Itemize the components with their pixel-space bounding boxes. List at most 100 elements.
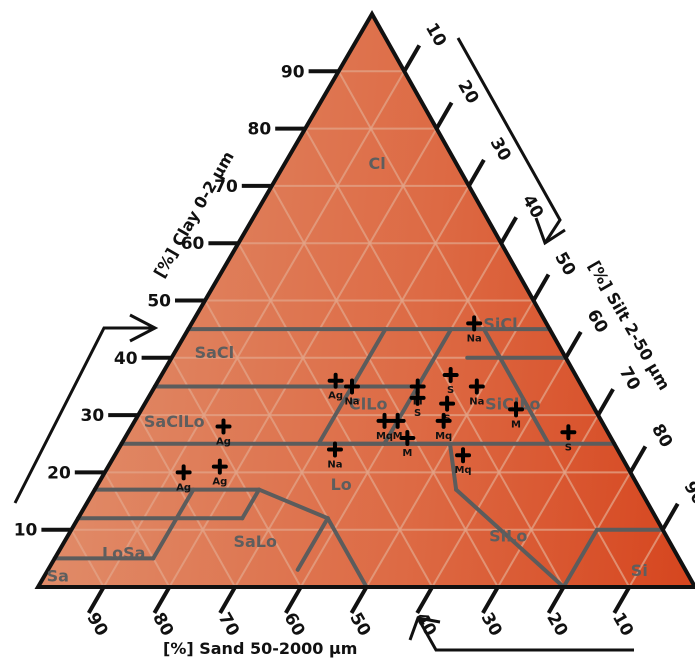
sample-point: M [389, 412, 406, 442]
sample-point-label: Ag [216, 437, 231, 448]
sand-tick-label: 60 [280, 609, 309, 640]
sample-point: M [508, 401, 525, 430]
texture-boundary-line [257, 487, 330, 521]
silt-tick-mark [402, 44, 422, 73]
clay-direction-arrow [13, 313, 159, 504]
silt-tick-label: 30 [486, 134, 515, 165]
sample-point-label: Mq [376, 431, 393, 442]
sample-point: Mq [454, 447, 472, 476]
sand-tick-label: 10 [608, 609, 637, 640]
silt-tick-mark [434, 101, 454, 130]
sample-point-marker [468, 378, 485, 395]
texture-class-labels: Cl SiCl SaCl ClLo SiClLo SaClLo Lo SiLo SaLo LoSa… [47, 154, 648, 586]
sample-point: M [399, 430, 416, 459]
sample-point: S [442, 366, 459, 396]
grid-line [170, 357, 302, 588]
sample-point: Ag [215, 418, 232, 448]
texture-class-boundaries [52, 327, 665, 589]
clay-tick-label: 70 [214, 177, 238, 197]
clay-tick-label: 20 [47, 463, 71, 483]
grid-line [628, 529, 664, 588]
sand-tick-mark [218, 585, 237, 614]
sample-point: Na [466, 315, 483, 344]
sample-point-marker [442, 366, 459, 383]
sample-point-marker [326, 441, 343, 458]
clay-axis-title: [%] Clay 0-2 μm [150, 148, 238, 281]
sample-point: Na [326, 441, 343, 470]
grid-line [431, 357, 567, 588]
sand-tick-mark [415, 585, 434, 614]
silt-tick-mark [564, 330, 583, 359]
sample-point: S [409, 389, 426, 419]
sample-point-label: Ag [328, 391, 343, 402]
texture-class-label: ClLo [349, 395, 387, 414]
sample-point-label: Na [467, 333, 482, 344]
sample-point-label: Na [469, 396, 484, 407]
texture-boundary-line [481, 327, 551, 446]
silt-tick-label: 60 [583, 306, 612, 337]
sand-tick-mark [152, 585, 172, 614]
silt-tick-mark [596, 388, 615, 417]
sample-point-marker [215, 418, 232, 435]
sample-points: NaAgNaSMNaSSMqMMqMMSAgNaMqAgAg [175, 315, 577, 493]
silt-tick-label: 70 [615, 363, 644, 394]
clay-tick-label: 10 [14, 521, 38, 541]
texture-class-label: Si [631, 561, 648, 580]
silt-direction-arrow [456, 37, 566, 246]
sample-point-label: M [393, 431, 403, 442]
texture-class-label: SaCl [195, 343, 235, 362]
clay-tick-label: 40 [114, 349, 138, 369]
sample-point-marker [439, 395, 456, 412]
sample-point-marker [344, 378, 360, 395]
texture-boundary-line [561, 527, 599, 589]
sample-point: Ag [327, 372, 344, 402]
silt-tick-label: 10 [421, 20, 450, 51]
texture-class-label: SiClLo [485, 395, 540, 414]
sample-point: Na [468, 378, 485, 407]
sample-point-label: S [565, 442, 572, 453]
sand-tick-label: 80 [148, 609, 177, 640]
sand-direction-arrow [408, 616, 634, 652]
texture-boundary-line [295, 516, 330, 572]
silt-tick-mark [660, 502, 680, 531]
silt-tick-mark [531, 273, 551, 302]
texture-class-label: Lo [331, 475, 352, 494]
silt-tick-mark [499, 216, 518, 245]
sample-point: Mq [435, 412, 452, 442]
sand-tick-label: 90 [82, 609, 111, 640]
sample-point: Ag [211, 458, 228, 488]
sand-tick-label: 70 [214, 609, 243, 640]
texture-boundary-line [240, 487, 262, 521]
silt-tick-mark [467, 158, 486, 187]
sand-tick-mark [481, 585, 500, 614]
sand-tick-mark [612, 585, 632, 614]
sand-tick-mark [546, 585, 566, 614]
clay-tick-label: 90 [281, 62, 305, 82]
sample-point-marker [211, 458, 228, 475]
texture-class-label: Sa [47, 567, 69, 586]
sample-point-marker [466, 315, 483, 332]
texture-class-label: Cl [369, 154, 386, 173]
silt-tick-label: 80 [647, 421, 676, 452]
silt-tick-label: 50 [550, 249, 579, 280]
sand-tick-mark [349, 585, 369, 614]
sand-tick-mark [86, 585, 106, 614]
sample-point-label: Na [327, 459, 342, 470]
sample-point: Ag [175, 464, 192, 493]
sand-tick-label: 20 [542, 609, 571, 640]
texture-boundary-line [151, 487, 196, 561]
sample-point-marker [327, 372, 344, 389]
sample-point-label: S [447, 385, 454, 396]
sample-point-label: Na [344, 396, 359, 407]
sand-axis-title: [%] Sand 50-2000 μm [163, 639, 357, 658]
silt-tick-label: 20 [453, 77, 482, 108]
sample-point-marker [508, 401, 525, 418]
sand-tick-mark [284, 585, 303, 614]
clay-tick-label: 60 [181, 234, 205, 254]
sample-point-label: S [414, 408, 421, 419]
sample-point-label: M [511, 419, 521, 430]
texture-class-label: SiLo [489, 526, 527, 545]
texture-boundary-line [325, 516, 369, 589]
texture-boundary-line [454, 487, 566, 589]
clay-tick-label: 50 [147, 292, 171, 312]
